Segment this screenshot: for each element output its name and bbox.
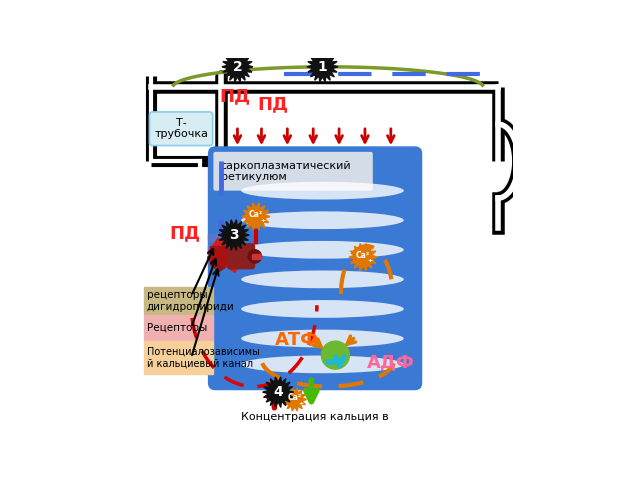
Text: ПД: ПД (219, 87, 250, 106)
Text: рецепторы
дигидропириди: рецепторы дигидропириди (147, 290, 235, 312)
Polygon shape (222, 51, 253, 82)
Text: 3: 3 (229, 228, 239, 242)
Bar (208, 245, 219, 252)
Bar (207, 238, 245, 273)
Ellipse shape (241, 356, 404, 373)
Bar (208, 256, 219, 263)
Text: АДФ: АДФ (367, 353, 415, 372)
Text: Концентрация кальция в: Концентрация кальция в (241, 412, 388, 422)
FancyBboxPatch shape (213, 152, 372, 191)
Text: саркоплазматический
ретикулюм: саркоплазматический ретикулюм (221, 161, 351, 182)
Polygon shape (283, 388, 307, 411)
Ellipse shape (241, 271, 404, 288)
FancyBboxPatch shape (227, 243, 255, 269)
Bar (208, 234, 219, 240)
Ellipse shape (241, 241, 404, 259)
Text: 4: 4 (273, 385, 283, 399)
Polygon shape (307, 51, 338, 82)
Text: ПД: ПД (257, 95, 288, 113)
Polygon shape (262, 377, 294, 408)
Bar (144, 315, 212, 340)
Polygon shape (242, 203, 270, 230)
Polygon shape (349, 243, 377, 271)
Text: Ca²: Ca² (249, 210, 263, 219)
Ellipse shape (241, 330, 404, 348)
Ellipse shape (241, 300, 404, 318)
Text: Ca²: Ca² (287, 393, 302, 402)
Text: ПД: ПД (170, 224, 200, 242)
Text: Потенциалозависимы
й кальциевый канал: Потенциалозависимы й кальциевый канал (147, 347, 260, 369)
Bar (210, 246, 243, 264)
Circle shape (248, 250, 262, 263)
Text: 2: 2 (232, 60, 243, 74)
FancyBboxPatch shape (208, 146, 422, 390)
Text: +: + (260, 218, 265, 223)
Bar (252, 254, 262, 259)
Bar (144, 341, 212, 373)
Ellipse shape (241, 182, 404, 200)
Ellipse shape (241, 211, 404, 229)
Text: Рецепторы: Рецепторы (147, 323, 207, 333)
Polygon shape (218, 220, 249, 250)
Bar (144, 287, 212, 314)
Text: +: + (299, 401, 304, 406)
Text: Ca²: Ca² (356, 251, 370, 260)
Text: 1: 1 (317, 60, 327, 74)
Text: Т-
трубочка: Т- трубочка (154, 118, 208, 139)
Text: АТФ: АТФ (275, 331, 319, 349)
FancyBboxPatch shape (150, 112, 212, 145)
Bar (207, 238, 245, 273)
Circle shape (321, 341, 349, 369)
Text: +: + (367, 258, 372, 264)
